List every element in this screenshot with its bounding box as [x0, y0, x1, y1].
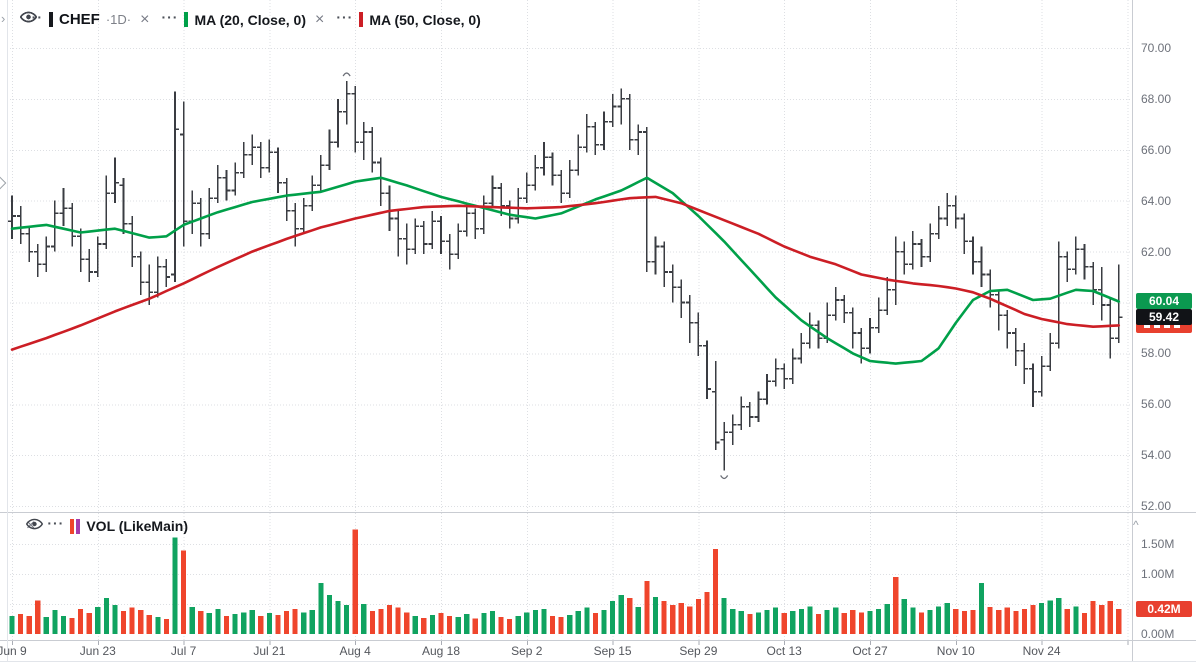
symbol-label: CHEF [59, 11, 100, 28]
time-axis-label: Nov 24 [1022, 644, 1061, 658]
legend-item-volume: × ··· VOL (LikeMain) [26, 515, 188, 534]
series-color-swatch [49, 12, 53, 27]
time-axis-label: Jul 21 [253, 644, 286, 658]
volume-scale-collapse-icon[interactable]: ^ [1133, 518, 1139, 532]
volume-axis-label: 1.00M [1141, 567, 1175, 581]
price-axis-label: 68.00 [1141, 91, 1172, 106]
last-price-badge: 59.42 [1136, 309, 1192, 326]
ma50-color-swatch [359, 12, 364, 27]
interval-label: ·1D· [105, 12, 132, 27]
price-axis-label: 70.00 [1141, 41, 1172, 55]
remove-indicator-icon[interactable]: × [314, 10, 325, 28]
time-axis-label: Sep 15 [593, 644, 632, 658]
time-axis-label: Jun 23 [79, 644, 116, 658]
price-axis-label: 52.00 [1141, 499, 1172, 514]
legend-item-ma50: × ··· MA (50, Close, 0) [20, 8, 481, 28]
more-options-icon[interactable]: ··· [336, 8, 354, 25]
legend-item-ma20: × ··· MA (20, Close, 0) [20, 8, 306, 28]
remove-indicator-icon[interactable]: × [140, 10, 150, 28]
volume-color-swatch-red [70, 518, 75, 534]
price-axis-label: 58.00 [1141, 346, 1172, 361]
more-options-icon[interactable]: ··· [161, 8, 179, 25]
time-axis-label: Nov 10 [936, 644, 975, 658]
time-axis-label: Oct 13 [766, 644, 802, 658]
price-axis-label: 54.00 [1141, 448, 1172, 463]
time-axis-label: Aug 18 [421, 644, 461, 658]
time-axis-label: Jun 9 [0, 644, 27, 658]
time-axis-label: Jul 7 [170, 644, 197, 658]
price-axis-label: 62.00 [1141, 244, 1172, 259]
time-axis-label: Aug 4 [339, 644, 371, 658]
more-options-icon[interactable]: ··· [47, 515, 65, 531]
legend-collapse-icon[interactable]: › [1, 11, 6, 26]
price-axis-label: 66.00 [1141, 142, 1172, 157]
volume-color-swatch-purple [76, 518, 81, 534]
volume-label: VOL (LikeMain) [86, 518, 188, 534]
time-axis-label: Oct 27 [852, 644, 888, 658]
price-axis-label: 64.00 [1141, 193, 1172, 208]
ma20-value-badge: 60.04 [1136, 293, 1192, 310]
time-axis-label: Sep 29 [679, 644, 718, 658]
ma20-label: MA (20, Close, 0) [194, 11, 306, 28]
time-axis-label: Sep 2 [511, 644, 543, 658]
last-volume-badge: 0.42M [1136, 600, 1192, 617]
ma50-label: MA (50, Close, 0) [369, 11, 481, 28]
ma20-color-swatch [184, 12, 189, 27]
price-axis-label: 56.00 [1141, 397, 1172, 412]
main-pane-legend: ··· CHEF ·1D· × ··· MA (20, Close, 0) × … [20, 8, 481, 28]
volume-axis-label: 0.00M [1141, 627, 1175, 641]
volume-pane-legend: × ··· VOL (LikeMain) [26, 515, 188, 534]
volume-axis-label: 1.50M [1141, 537, 1175, 551]
remove-indicator-icon[interactable]: × [26, 517, 36, 534]
